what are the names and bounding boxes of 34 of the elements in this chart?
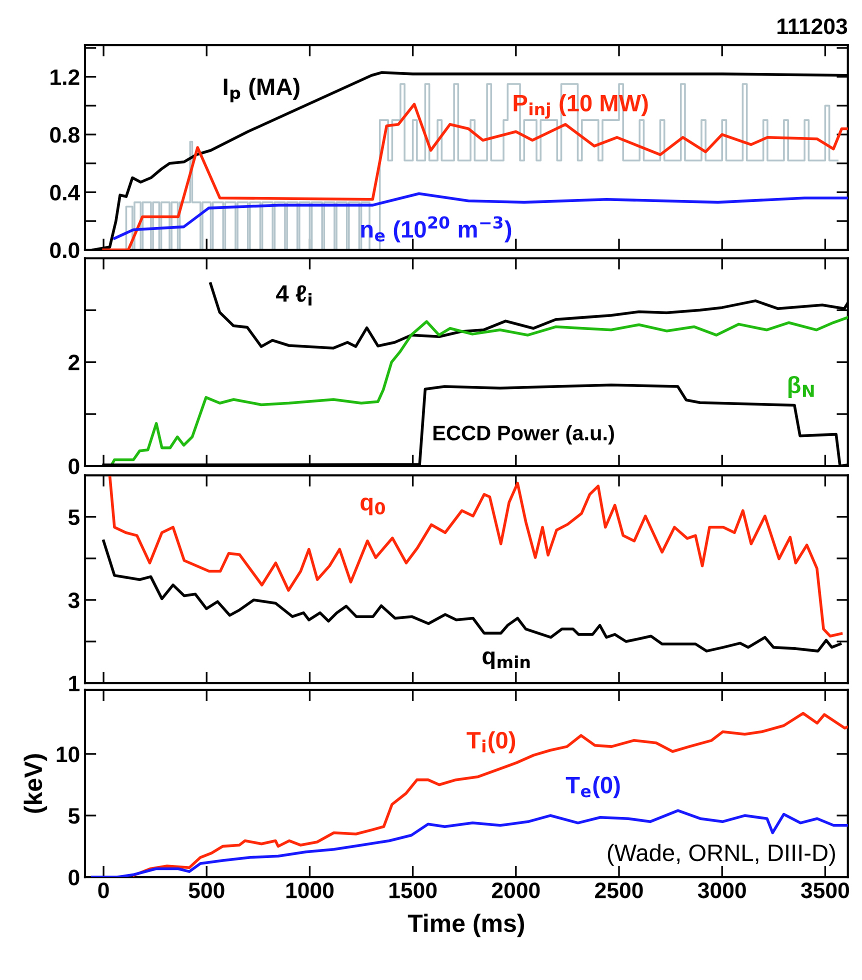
- series-label: q$_{min}$: [482, 651, 530, 670]
- x-tick-label: 0: [98, 882, 109, 898]
- y-tick-label: 0: [68, 458, 80, 474]
- legend-label: 4 ℓ$_{i}$: [276, 285, 312, 306]
- y-tick-label: 0.0: [50, 242, 80, 258]
- series-label: T$_{i}$(0): [466, 731, 516, 754]
- x-tick-label: 3000: [698, 882, 746, 898]
- x-tick-label: 2500: [595, 882, 643, 898]
- y-tick-label: 2: [68, 354, 80, 370]
- y-tick-label: 10: [56, 746, 80, 762]
- x-tick-label: 1000: [286, 882, 334, 898]
- x-axis-title: Time (ms): [408, 914, 524, 938]
- series-label: q$_{0}$: [360, 498, 385, 516]
- y-tick-label: 1.2: [50, 69, 80, 85]
- series-label: n$_{e}$ (10$^{20}$ m$^{−3}$): [361, 216, 512, 242]
- series-label: P$_{inj}$ (10 MW): [514, 94, 648, 119]
- x-tick-label: 3500: [800, 882, 849, 898]
- y-tick-label: 0.4: [50, 184, 80, 200]
- series-label: β$_{N}$: [788, 376, 814, 398]
- y-tick-label: 1: [69, 676, 80, 692]
- y-tick-label: 5: [68, 808, 80, 824]
- series-label: ECCD Power (a.u.): [433, 425, 614, 445]
- x-tick-label: 500: [188, 882, 224, 898]
- y-tick-label: 0: [68, 870, 80, 886]
- y-tick-label: 5: [68, 510, 80, 526]
- y-axis-title: (keV): [24, 754, 48, 813]
- y-tick-label: 0.8: [50, 127, 80, 143]
- annotation: (Wade, ORNL, DIII-D): [608, 844, 835, 866]
- x-tick-label: 1500: [390, 882, 437, 898]
- x-tick-label: 2000: [492, 882, 540, 898]
- y-tick-label: 3: [68, 592, 80, 608]
- series-label: T$_{e}$(0): [566, 776, 620, 798]
- legend-label: I$_{p}$ (MA): [224, 78, 300, 102]
- chart-title: 111203: [778, 18, 848, 34]
